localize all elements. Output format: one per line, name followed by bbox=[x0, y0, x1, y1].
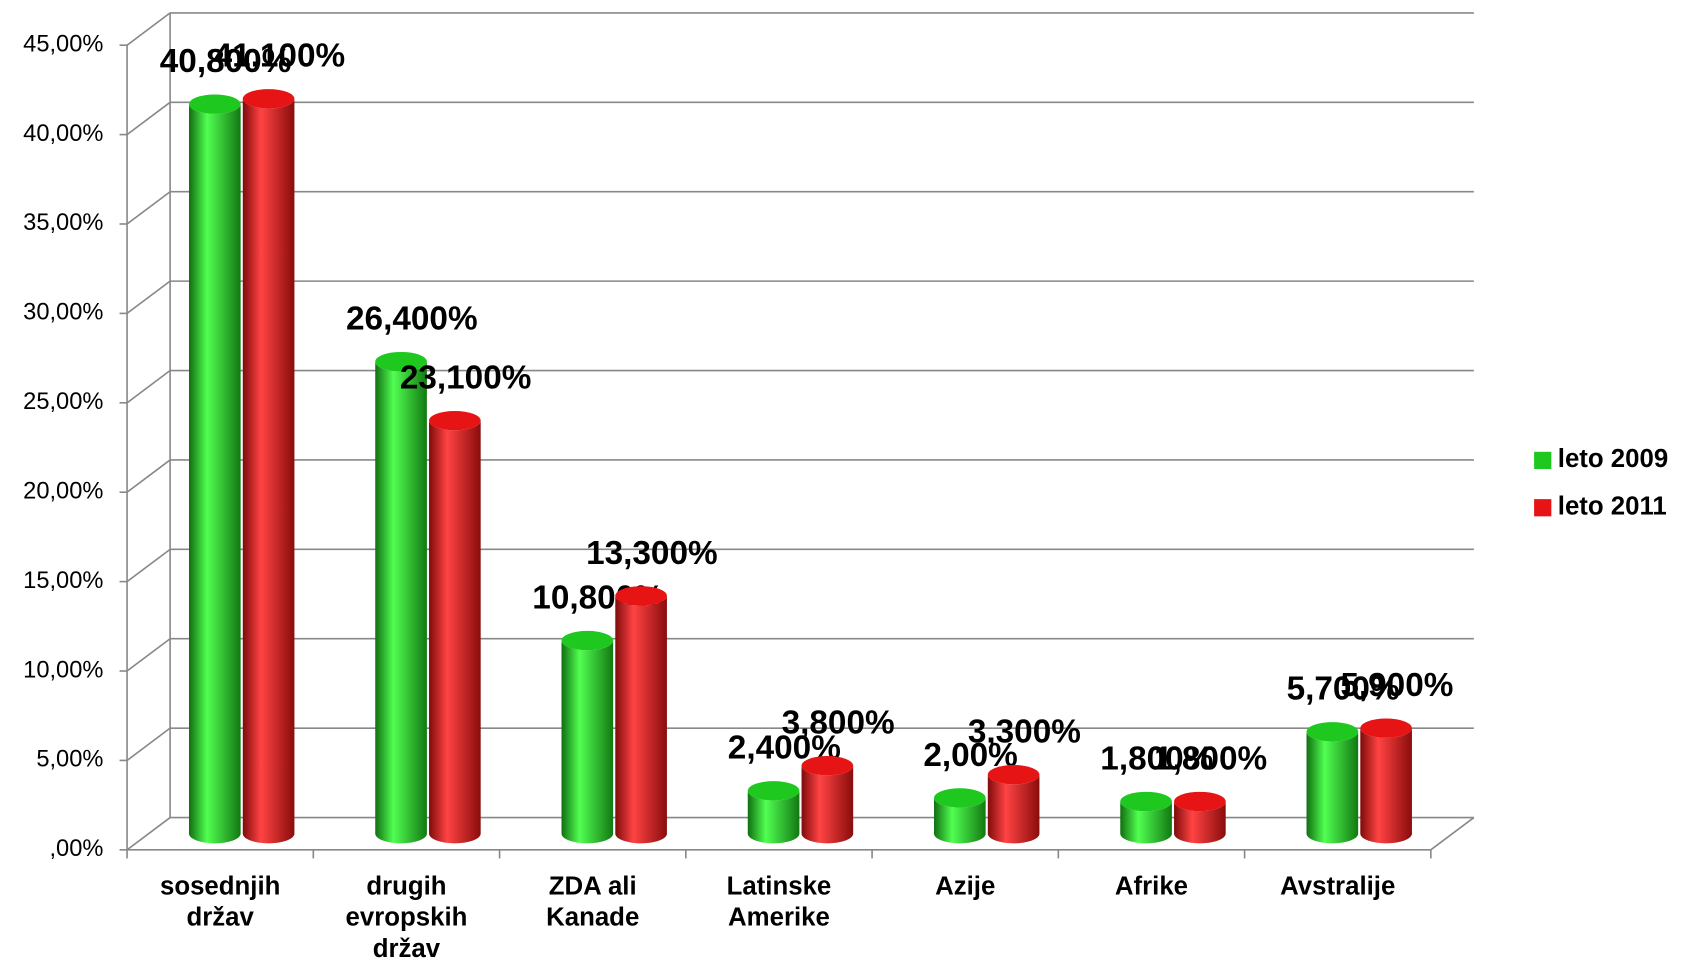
bar-top bbox=[934, 788, 986, 808]
bar-top bbox=[375, 351, 427, 372]
y-tick-label: 30,00% bbox=[23, 300, 103, 326]
y-tick-label: 15,00% bbox=[23, 568, 103, 594]
y-tick-label: 20,00% bbox=[23, 478, 103, 504]
bar-top bbox=[188, 94, 241, 114]
y-tick-label: ,00% bbox=[49, 836, 103, 862]
grid-line-side bbox=[126, 12, 171, 46]
bar-top bbox=[1306, 722, 1359, 742]
x-tick-label: drugih evropskih držav bbox=[346, 872, 468, 962]
y-tick-label: 5,00% bbox=[36, 747, 103, 773]
bar bbox=[188, 104, 241, 844]
grid-line-side bbox=[126, 727, 171, 762]
legend-swatch bbox=[1534, 499, 1552, 517]
y-tick-label: 10,00% bbox=[23, 657, 103, 683]
bar bbox=[747, 790, 800, 844]
bar-top bbox=[987, 764, 1040, 785]
x-tick-label: sosednjih držav bbox=[160, 872, 280, 931]
data-label: 26,400% bbox=[346, 301, 478, 338]
y-tick-label: 25,00% bbox=[23, 389, 103, 415]
bar bbox=[615, 595, 667, 844]
bar bbox=[1360, 728, 1412, 844]
bar bbox=[1306, 731, 1359, 844]
bar bbox=[561, 640, 614, 844]
bar bbox=[801, 765, 854, 844]
bar bbox=[987, 774, 1040, 844]
bar-top bbox=[1360, 718, 1412, 738]
y-tick-label: 45,00% bbox=[23, 31, 103, 57]
bar bbox=[1174, 801, 1226, 844]
legend-label: leto 2011 bbox=[1558, 493, 1667, 521]
bar-top bbox=[1120, 791, 1172, 812]
grid-line-side bbox=[126, 816, 171, 851]
grid-line-side bbox=[126, 101, 171, 136]
data-label: 5,700% bbox=[1287, 671, 1400, 708]
grid-line-side bbox=[126, 638, 171, 672]
grid-line-side bbox=[126, 280, 171, 315]
floor-edge bbox=[127, 816, 1475, 851]
bar-top bbox=[615, 586, 667, 606]
data-label: 1,800% bbox=[1154, 740, 1267, 777]
grid-line-side bbox=[126, 191, 171, 225]
bar bbox=[934, 797, 986, 844]
bar bbox=[375, 361, 427, 844]
x-tick-label: Avstralije bbox=[1280, 872, 1395, 900]
bar-top bbox=[1174, 791, 1226, 812]
x-tick-label: ZDA ali Kanade bbox=[546, 872, 639, 931]
grid-line-side bbox=[126, 459, 171, 493]
data-label: 13,300% bbox=[586, 535, 718, 572]
data-label: 5,900% bbox=[1340, 667, 1453, 704]
legend-label: leto 2009 bbox=[1558, 445, 1668, 473]
bar-top bbox=[801, 756, 854, 776]
bar-top bbox=[561, 630, 614, 651]
x-tick-label: Azije bbox=[935, 872, 995, 900]
data-label: 41,100% bbox=[214, 38, 346, 75]
bar-top bbox=[747, 781, 800, 801]
data-label: 3,300% bbox=[968, 714, 1081, 751]
y-tick-label: 40,00% bbox=[23, 121, 103, 147]
bar bbox=[242, 98, 295, 844]
grid-line-side bbox=[126, 369, 171, 404]
bar bbox=[429, 420, 481, 844]
x-tick-label: Latinske Amerike bbox=[727, 872, 832, 931]
data-label: 40,800% bbox=[160, 43, 292, 80]
bar bbox=[1120, 801, 1172, 844]
y-tick-label: 35,00% bbox=[23, 210, 103, 236]
data-label: 1,800% bbox=[1100, 740, 1213, 777]
data-label: 23,100% bbox=[400, 360, 532, 397]
legend-swatch bbox=[1534, 451, 1552, 470]
data-label: 3,800% bbox=[782, 705, 895, 742]
x-tick-label: Afrike bbox=[1115, 872, 1188, 900]
grid-line-side bbox=[126, 548, 171, 583]
bar-top bbox=[242, 89, 295, 109]
bar-top bbox=[429, 410, 481, 431]
